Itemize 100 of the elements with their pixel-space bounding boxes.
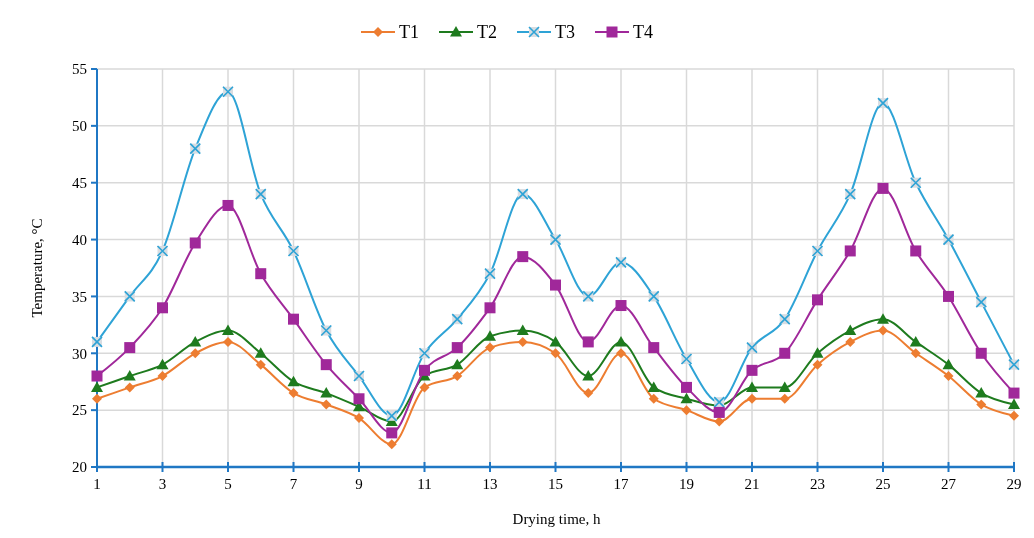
x-tick-label: 7 <box>289 476 298 492</box>
point <box>1008 387 1020 399</box>
y-tick-label: 30 <box>72 345 87 362</box>
point <box>812 294 823 306</box>
point <box>1009 410 1019 421</box>
legend-label: T1 <box>399 22 419 43</box>
point <box>156 358 169 370</box>
point <box>713 406 725 418</box>
point <box>549 335 562 347</box>
point <box>909 335 922 347</box>
point <box>288 388 299 399</box>
point <box>92 393 102 404</box>
y-tick-label: 40 <box>72 231 87 248</box>
point <box>320 387 333 398</box>
point <box>811 347 824 358</box>
point <box>255 268 267 280</box>
x-tick-label: 5 <box>224 476 232 492</box>
point <box>419 364 430 376</box>
x-tick-label: 9 <box>355 476 363 492</box>
x-tick-label: 15 <box>548 476 563 492</box>
x-tick-label: 13 <box>482 476 498 492</box>
point <box>942 358 955 370</box>
x-tick-label: 23 <box>810 476 825 492</box>
x-tick-label: 25 <box>875 476 891 492</box>
point <box>452 371 463 382</box>
point <box>1008 398 1020 409</box>
point <box>255 359 266 370</box>
point <box>778 381 791 392</box>
point <box>582 370 595 381</box>
point <box>976 399 987 410</box>
point <box>157 371 168 382</box>
y-tick-label: 45 <box>72 174 87 191</box>
point <box>975 387 988 398</box>
point <box>254 347 267 358</box>
y-tick-label: 50 <box>72 118 87 135</box>
point <box>91 370 103 382</box>
point <box>844 324 857 336</box>
point <box>484 302 496 314</box>
point <box>189 237 201 249</box>
point <box>877 313 889 324</box>
point <box>845 336 856 347</box>
point <box>124 382 135 393</box>
point <box>583 388 594 399</box>
point <box>681 381 692 393</box>
point <box>844 245 856 257</box>
x-tick-label: 1 <box>93 476 101 492</box>
point <box>157 302 168 314</box>
y-tick-label: 35 <box>72 288 87 305</box>
y-tick-label: 20 <box>72 459 87 476</box>
point <box>288 313 299 325</box>
x-tick-label: 3 <box>158 476 167 492</box>
point <box>616 348 626 359</box>
y-axis-title: Temperature, °C <box>29 218 45 318</box>
point <box>222 324 234 336</box>
legend-label: T2 <box>477 22 497 43</box>
point <box>386 439 397 450</box>
x-axis-title: Drying time, h <box>512 511 601 527</box>
point <box>321 399 332 410</box>
point <box>812 359 823 370</box>
point <box>779 347 791 359</box>
point <box>582 336 594 348</box>
point <box>485 342 495 353</box>
point <box>647 381 660 392</box>
point <box>877 182 889 194</box>
point <box>123 370 136 381</box>
point <box>910 348 921 359</box>
point <box>550 348 561 359</box>
point <box>680 392 693 404</box>
x-tick-label: 17 <box>613 476 629 492</box>
point <box>353 393 365 405</box>
point <box>451 358 464 370</box>
point <box>746 381 758 392</box>
y-tick-label: 55 <box>72 61 87 78</box>
point <box>124 342 136 354</box>
point <box>189 335 202 347</box>
point <box>975 347 987 359</box>
point <box>354 413 364 424</box>
point <box>943 290 954 302</box>
x-tick-label: 11 <box>417 476 432 492</box>
legend-label: T3 <box>555 22 575 43</box>
point <box>615 300 627 312</box>
point <box>714 416 725 427</box>
legend-label: T4 <box>633 22 653 43</box>
point <box>648 393 659 404</box>
point <box>223 336 233 347</box>
x-tick-label: 29 <box>1006 476 1022 492</box>
point <box>320 359 332 371</box>
y-tick-label: 25 <box>72 402 87 419</box>
point <box>451 342 463 354</box>
point <box>648 342 660 354</box>
point <box>550 279 561 291</box>
point <box>910 245 922 257</box>
point <box>747 393 757 404</box>
x-tick-label: 19 <box>679 476 694 492</box>
point <box>91 381 103 392</box>
x-tick-label: 27 <box>941 476 957 492</box>
point <box>484 330 496 341</box>
point <box>517 336 528 347</box>
point <box>779 393 790 404</box>
point <box>943 371 954 382</box>
